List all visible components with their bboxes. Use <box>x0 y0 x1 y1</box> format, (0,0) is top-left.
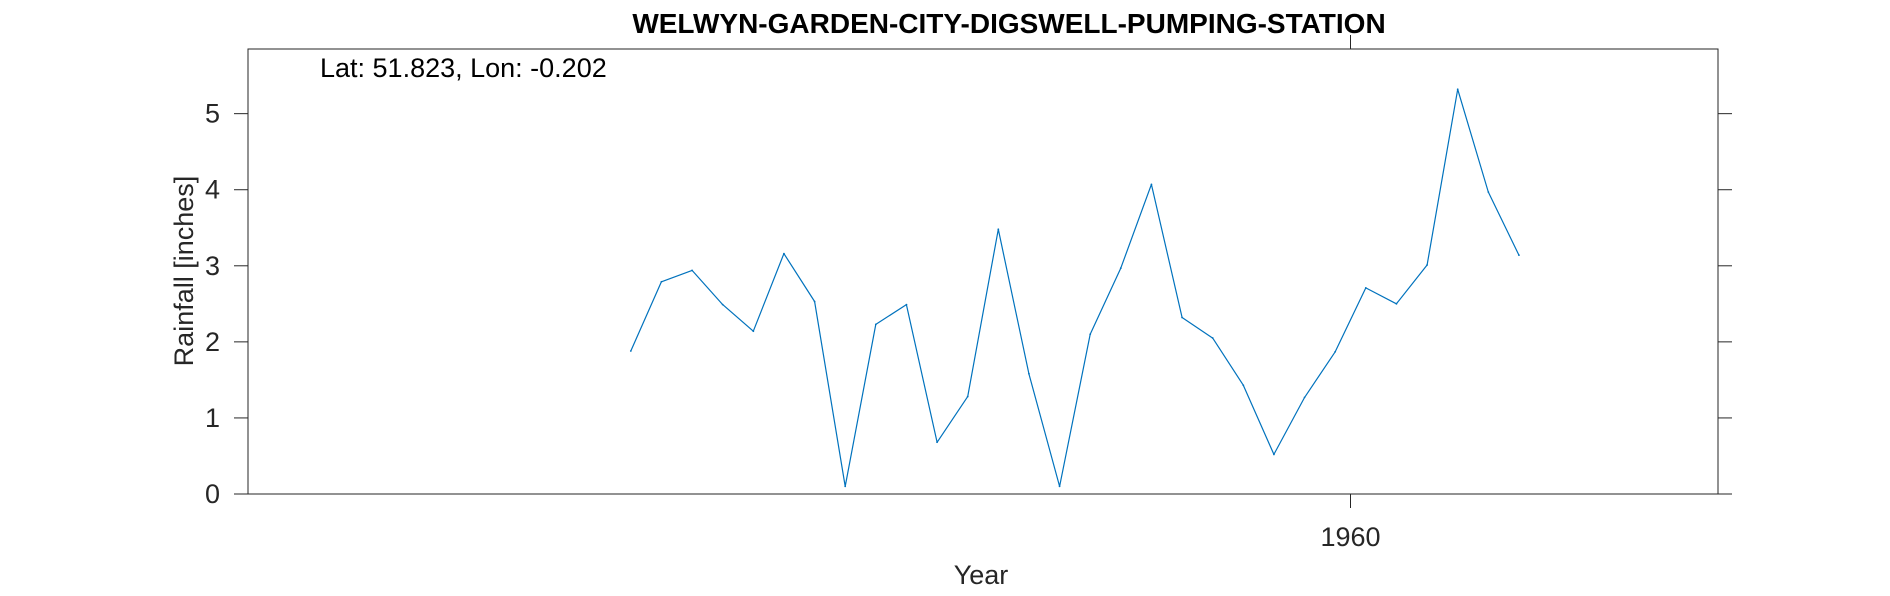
data-point <box>874 323 877 326</box>
data-point <box>1395 302 1398 305</box>
x-axis-label: Year <box>954 560 1009 590</box>
data-point <box>691 269 693 272</box>
data-point <box>721 303 724 306</box>
data-point <box>844 485 847 488</box>
y-tick-label: 2 <box>205 327 220 357</box>
data-point <box>660 280 663 283</box>
chart-title: WELWYN-GARDEN-CITY-DIGSWELL-PUMPING-STAT… <box>632 8 1385 39</box>
data-point <box>1364 286 1367 289</box>
data-point <box>905 303 908 306</box>
data-point <box>783 252 785 255</box>
data-point <box>1426 264 1428 266</box>
data-point <box>752 330 755 333</box>
data-point <box>1487 191 1490 193</box>
data-point <box>1303 396 1306 399</box>
y-tick-label: 3 <box>205 251 220 281</box>
series-layer <box>629 88 1520 488</box>
y-tick-label: 0 <box>205 479 220 509</box>
data-point <box>629 350 632 352</box>
data-point <box>966 395 969 398</box>
data-point <box>1273 453 1275 456</box>
data-point <box>936 441 938 444</box>
data-point <box>1456 88 1459 91</box>
axes: 0 1 2 3 4 5 1960 <box>205 35 1732 552</box>
x-tick-label: 1960 <box>1320 522 1380 552</box>
data-point <box>997 228 1000 231</box>
data-point <box>1150 183 1153 186</box>
y-tick-label: 1 <box>205 403 220 433</box>
plot-box <box>247 48 1719 495</box>
data-point <box>1242 384 1245 387</box>
data-point <box>1334 350 1337 353</box>
y-tick-label: 5 <box>205 99 220 129</box>
data-point <box>813 300 816 303</box>
series-line <box>630 88 1520 487</box>
y-axis-label: Rainfall [inches] <box>169 176 199 367</box>
data-point <box>1119 267 1122 269</box>
y-tick-label: 4 <box>205 175 220 205</box>
data-point <box>1181 316 1183 319</box>
data-point <box>1089 333 1092 336</box>
data-point <box>1028 372 1030 375</box>
data-point <box>1518 254 1520 257</box>
location-annotation: Lat: 51.823, Lon: -0.202 <box>320 53 607 83</box>
data-point <box>1058 485 1061 488</box>
data-point <box>1211 337 1214 339</box>
